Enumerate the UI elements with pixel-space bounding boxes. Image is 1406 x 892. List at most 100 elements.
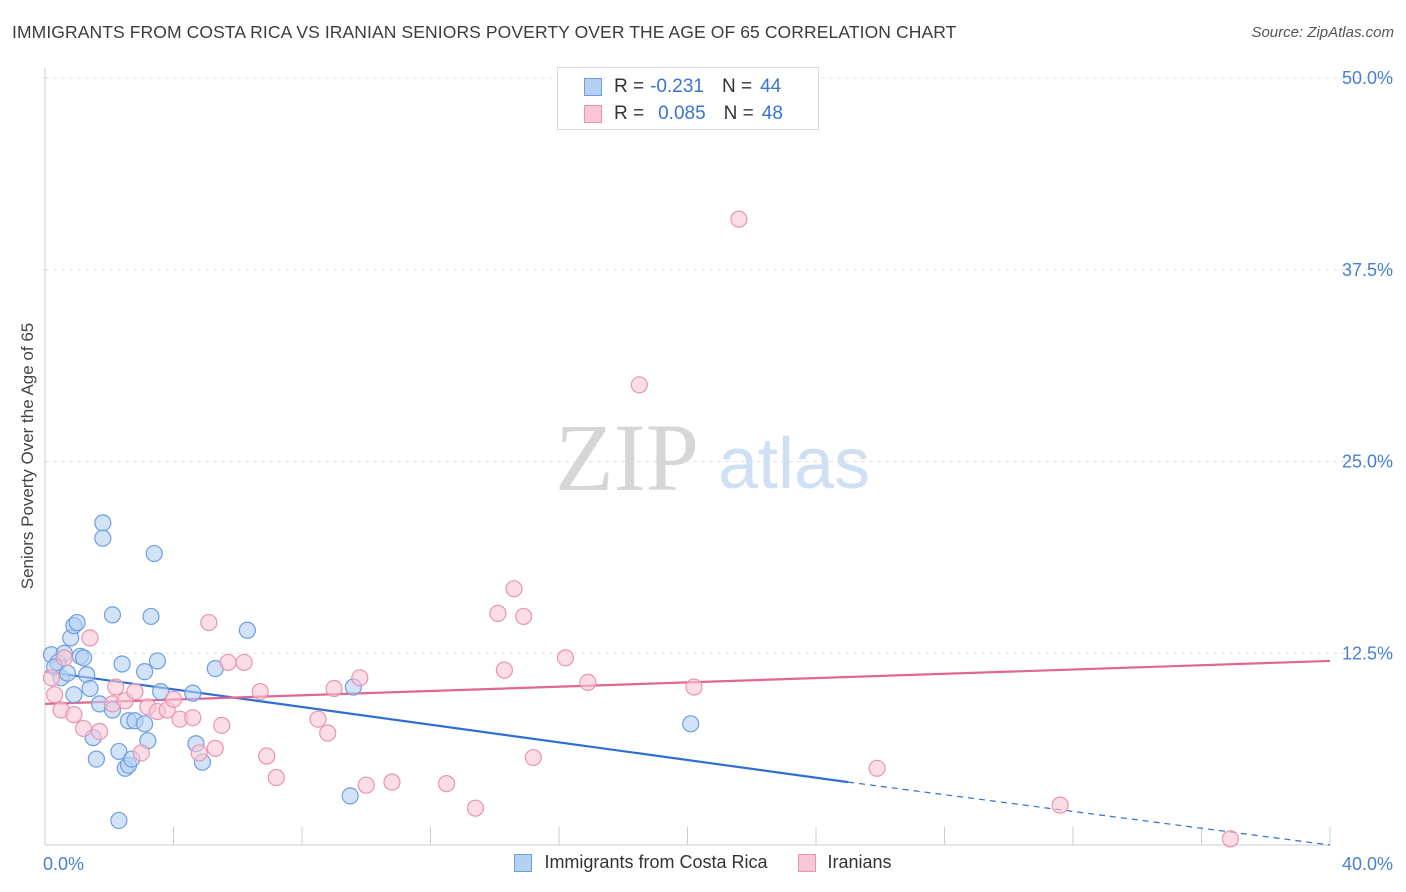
trend-line-extension-blue (848, 781, 1331, 846)
stats-swatch-pink (584, 105, 602, 123)
data-point-blue (68, 613, 86, 632)
tick-labels: 12.5% 25.0% 37.5% 50.0% 0.0% 40.0% (43, 68, 1393, 874)
data-point-blue (142, 607, 160, 626)
legend: Immigrants from Costa Rica Iranians (0, 852, 1406, 873)
legend-swatch-pink (797, 853, 816, 872)
data-point-blue (74, 649, 93, 667)
stats-box: R = -0.231 N = 44 R = 0.085 N = 48 (557, 67, 819, 130)
data-point-blue (58, 664, 77, 682)
stats-n-value: 48 (761, 103, 783, 124)
data-point-pink (126, 682, 144, 701)
x-tick-label: 40.0% (1342, 854, 1393, 874)
data-point-blue (184, 684, 202, 702)
data-point-blue (148, 652, 167, 670)
data-point-blue (238, 621, 256, 639)
watermark-atlas: atlas (718, 424, 870, 504)
stats-r-value: 0.085 (658, 103, 706, 124)
legend-item-costa-rica[interactable]: Immigrants from Costa Rica (514, 852, 768, 873)
watermark-zip: ZIP (555, 404, 699, 511)
data-point-pink (1221, 830, 1240, 848)
data-point-pink (309, 710, 327, 728)
data-point-pink (74, 719, 93, 738)
data-point-blue (152, 682, 170, 701)
data-point-blue (135, 663, 154, 681)
trend-line-blue (44, 670, 849, 784)
data-point-pink (55, 649, 73, 667)
stats-r-label: R = (614, 76, 645, 97)
watermark: ZIP atlas (555, 404, 870, 511)
data-point-pink (190, 744, 208, 762)
data-point-pink (267, 768, 285, 787)
data-point-pink (685, 678, 703, 696)
data-points (42, 210, 1240, 848)
data-point-pink (107, 678, 125, 696)
legend-label: Iranians (827, 852, 892, 872)
data-point-pink (868, 759, 886, 777)
y-tick-label: 25.0% (1342, 452, 1393, 472)
data-point-blue (103, 606, 122, 624)
data-point-pink (579, 673, 597, 691)
data-point-blue (65, 686, 83, 704)
data-point-pink (219, 653, 237, 672)
y-tick-label: 50.0% (1342, 68, 1393, 88)
data-point-blue (87, 750, 106, 768)
stats-row-pink: R = 0.085 N = 48 (584, 101, 783, 127)
data-point-pink (495, 661, 513, 679)
data-point-pink (730, 210, 748, 228)
data-point-pink (235, 653, 253, 672)
gridlines (45, 77, 1395, 654)
data-point-blue (81, 679, 99, 698)
stats-n-label: N = (723, 103, 754, 124)
data-point-pink (630, 376, 648, 394)
legend-label: Immigrants from Costa Rica (544, 852, 768, 872)
data-point-pink (91, 722, 109, 741)
data-point-pink (206, 739, 224, 757)
data-point-pink (489, 604, 507, 622)
stats-row-blue: R = -0.231 N = 44 (584, 74, 781, 100)
data-point-pink (466, 799, 485, 817)
data-point-pink (351, 669, 369, 687)
data-point-pink (200, 613, 218, 632)
stats-n-value: 44 (760, 76, 782, 97)
data-point-pink (383, 773, 401, 791)
stats-swatch-blue (584, 78, 602, 96)
y-tick-label: 12.5% (1342, 643, 1393, 663)
data-point-pink (251, 682, 269, 701)
data-point-pink (164, 690, 183, 708)
data-point-pink (65, 706, 83, 724)
data-point-blue (113, 655, 131, 673)
data-point-pink (325, 679, 343, 698)
axes (44, 68, 1331, 846)
x-tick-label: 0.0% (43, 854, 84, 874)
data-point-blue (135, 715, 154, 733)
data-point-pink (515, 607, 533, 626)
stats-r-value: -0.231 (650, 76, 704, 97)
y-tick-label: 37.5% (1342, 260, 1393, 280)
data-point-blue (682, 715, 700, 733)
data-point-pink (184, 709, 202, 727)
stats-r-label: R = (614, 103, 645, 124)
data-point-pink (132, 744, 150, 762)
data-point-pink (46, 686, 64, 704)
data-point-blue (110, 742, 128, 761)
data-point-pink (42, 669, 61, 687)
legend-swatch-blue (514, 853, 533, 872)
data-point-blue (94, 514, 112, 532)
source-label: Source: ZipAtlas.com (1251, 24, 1394, 41)
data-point-pink (213, 716, 231, 734)
legend-item-iranians[interactable]: Iranians (797, 852, 892, 873)
data-point-pink (319, 724, 337, 742)
data-point-blue (110, 811, 128, 830)
chart-title: IMMIGRANTS FROM COSTA RICA VS IRANIAN SE… (12, 22, 957, 42)
data-point-pink (1051, 796, 1069, 814)
data-point-blue (145, 544, 163, 563)
data-point-blue (341, 787, 359, 805)
data-point-pink (556, 649, 575, 667)
data-point-pink (505, 580, 523, 598)
stats-n-label: N = (721, 76, 753, 97)
data-point-pink (357, 776, 375, 794)
data-point-blue (94, 529, 112, 547)
data-point-pink (524, 748, 542, 767)
data-point-pink (258, 747, 276, 765)
